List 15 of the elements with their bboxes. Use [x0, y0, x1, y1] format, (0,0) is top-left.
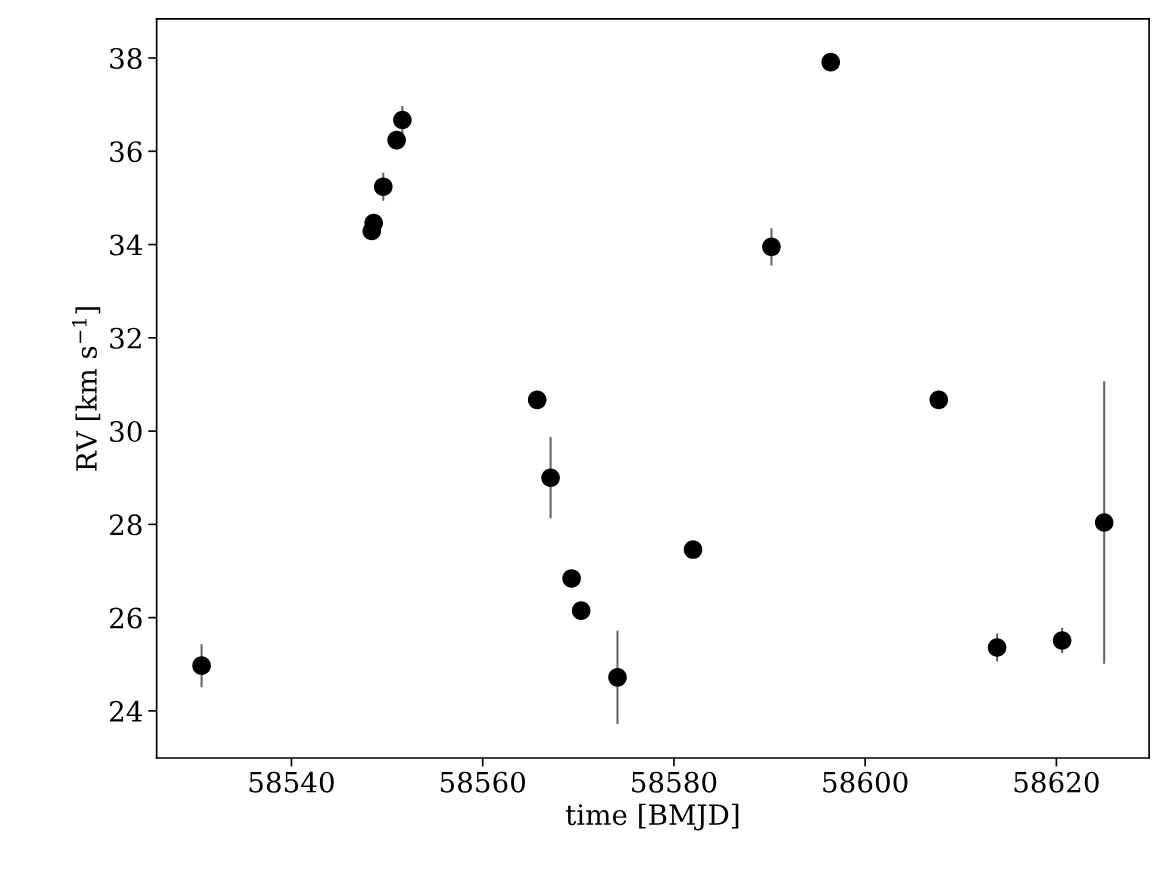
x-axis-title: time [BMJD]: [565, 803, 739, 831]
y-tick-label: 26: [109, 607, 142, 629]
x-tick-label: 58540: [249, 771, 334, 793]
y-tick-label: 34: [110, 234, 143, 256]
x-tick-label: 58580: [632, 771, 717, 793]
y-axis-title: RV [km s$^{−1}$]: [72, 307, 101, 471]
y-tick-label: 24: [109, 700, 143, 722]
y-tick-label: 30: [110, 421, 142, 443]
y-tick-label: 32: [110, 327, 141, 349]
x-tick-label: 58560: [440, 771, 526, 793]
y-tick-label: 38: [110, 47, 142, 69]
y-tick-label: 36: [110, 141, 142, 163]
y-tick-label: 28: [109, 514, 142, 536]
x-tick-label: 58600: [823, 771, 908, 793]
x-tick-label: 58620: [1014, 771, 1099, 793]
